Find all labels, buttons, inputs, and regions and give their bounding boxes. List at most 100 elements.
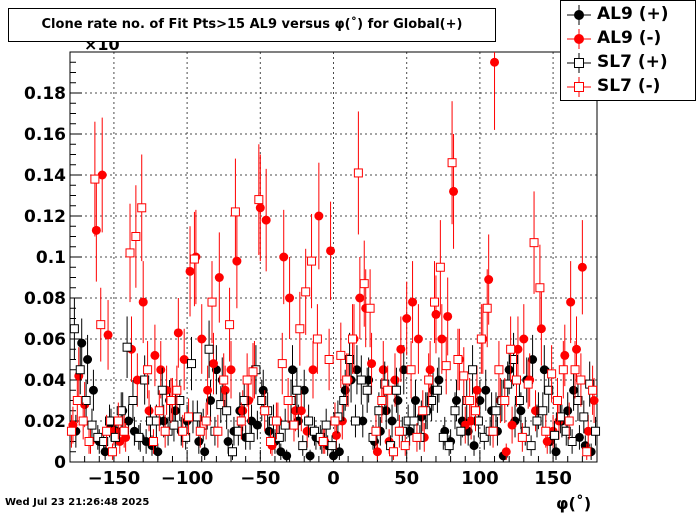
data-point: [567, 437, 577, 446]
data-point: [288, 365, 298, 375]
data-point: [116, 406, 126, 416]
data-point: [131, 232, 141, 241]
data-point: [425, 365, 435, 375]
data-point: [555, 412, 565, 422]
data-point: [459, 371, 469, 381]
data-point: [406, 365, 416, 375]
data-point: [560, 350, 570, 360]
data-point: [140, 375, 150, 385]
data-point: [69, 324, 79, 334]
data-point: [232, 256, 242, 266]
data-point: [449, 186, 459, 196]
data-point: [456, 426, 466, 436]
data-point: [301, 287, 311, 297]
data-point: [541, 426, 551, 436]
data-point: [390, 375, 400, 385]
data-point: [504, 365, 514, 375]
data-point: [353, 168, 363, 178]
data-point: [434, 375, 444, 385]
data-point: [514, 396, 524, 405]
data-point: [150, 350, 160, 360]
data-point: [254, 195, 264, 205]
data-point: [528, 355, 538, 364]
data-point: [192, 412, 202, 422]
data-point: [409, 416, 419, 426]
data-point: [159, 416, 169, 426]
x-tick-label: 0: [327, 468, 340, 489]
data-point: [339, 396, 349, 405]
data-point: [298, 441, 308, 451]
data-point: [389, 447, 399, 457]
data-point: [566, 297, 576, 307]
data-point: [277, 359, 287, 369]
data-point: [465, 396, 475, 405]
data-point: [214, 273, 224, 282]
data-point: [144, 406, 154, 416]
data-point: [239, 396, 249, 405]
data-point: [305, 451, 315, 461]
data-point: [279, 252, 289, 262]
data-point: [408, 297, 418, 307]
data-point: [342, 375, 352, 385]
data-point: [236, 416, 246, 426]
data-point: [261, 215, 271, 225]
data-point: [383, 385, 393, 395]
data-point: [577, 262, 587, 272]
data-point: [569, 385, 579, 395]
data-point: [184, 412, 194, 422]
data-point: [500, 396, 510, 405]
data-point: [179, 355, 189, 364]
data-point: [469, 441, 479, 451]
data-point: [66, 426, 76, 436]
data-point: [531, 406, 541, 416]
data-point: [302, 426, 312, 436]
data-point: [226, 365, 236, 375]
data-point: [536, 324, 546, 334]
data-point: [137, 203, 147, 213]
data-point: [481, 385, 491, 395]
data-point: [296, 406, 306, 416]
data-point: [535, 283, 545, 293]
data-point: [252, 420, 262, 430]
series-3: [66, 101, 598, 460]
data-point: [330, 416, 340, 426]
data-point: [283, 396, 293, 405]
data-point: [160, 426, 170, 436]
x-tick-label: 50: [394, 468, 419, 489]
data-point: [225, 320, 235, 330]
data-point: [507, 420, 517, 430]
data-point: [538, 406, 548, 416]
data-point: [248, 367, 258, 377]
data-point: [223, 437, 233, 446]
data-point: [102, 426, 112, 436]
data-point: [266, 437, 276, 446]
legend-entry-al9-plus: AL9 (+): [561, 3, 695, 27]
data-point: [473, 416, 483, 426]
data-point: [334, 447, 344, 457]
data-point: [374, 406, 384, 416]
data-point: [441, 361, 451, 371]
data-point: [490, 57, 500, 67]
data-point: [435, 262, 445, 272]
data-point: [307, 256, 317, 266]
data-point: [494, 365, 504, 375]
data-point: [513, 344, 523, 354]
data-point: [327, 441, 337, 451]
data-point: [255, 203, 265, 213]
data-point: [443, 311, 453, 321]
data-point: [468, 365, 478, 375]
data-point: [418, 406, 428, 416]
data-point: [201, 416, 211, 426]
x-axis-title: φ(˚): [556, 494, 592, 513]
data-point: [295, 324, 305, 334]
data-point: [399, 365, 409, 375]
data-point: [128, 396, 138, 405]
data-point: [90, 174, 100, 184]
data-point: [372, 447, 382, 457]
data-point: [466, 416, 476, 426]
data-point: [87, 420, 97, 430]
legend-label: SL7 (-): [597, 76, 661, 96]
data-point: [340, 385, 350, 395]
legend-marker-red-square-icon: [567, 77, 591, 97]
